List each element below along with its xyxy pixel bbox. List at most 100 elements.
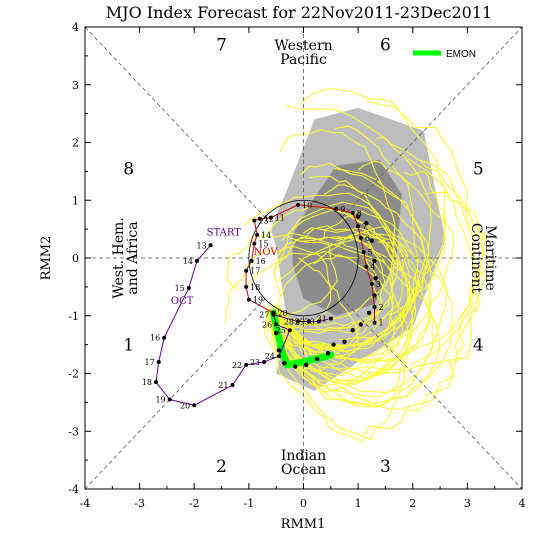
nov-day-label: 14: [261, 231, 271, 240]
nov-day-marker: [246, 297, 251, 302]
x-tick-label: 0: [300, 497, 307, 510]
forecast-mean-dot: [314, 356, 320, 362]
region-bottom-line1: Indian: [281, 448, 326, 464]
oct-day-marker: [262, 359, 267, 364]
forecast-mean-dot: [358, 322, 364, 327]
oct-day-label: 26: [262, 320, 272, 329]
emon-forecast-line: [270, 309, 335, 369]
nov-day-label: 8: [357, 209, 362, 218]
nov-day-label: 5: [368, 248, 373, 257]
oct-day-marker: [194, 258, 199, 263]
oct-day-marker: [296, 319, 301, 324]
nov-day-label: 19: [253, 296, 263, 305]
nov-day-label: 3: [376, 280, 381, 289]
guide-diagonal: [84, 298, 266, 490]
nov-day-marker: [356, 224, 361, 229]
oct-day-label: 28: [284, 318, 294, 327]
oct-day-label: 13: [196, 241, 206, 250]
oct-day-marker: [276, 354, 281, 359]
guide-diagonal: [341, 26, 523, 218]
ensemble-member-line: [279, 137, 487, 374]
oct-day-marker: [167, 397, 172, 402]
ensemble-member-line: [277, 226, 448, 393]
nov-day-label: 4: [370, 263, 375, 272]
oct-day-label: 14: [183, 257, 193, 266]
forecast-mean-dot: [325, 351, 331, 356]
oct-day-marker: [244, 362, 249, 367]
region-right-line2: Continent: [468, 223, 484, 294]
nov-day-marker: [364, 264, 369, 269]
ensemble-member-line: [274, 234, 395, 331]
oct-day-label: 25: [276, 326, 286, 335]
region-top-line1: Western: [274, 38, 332, 54]
x-tick-label: -1: [244, 497, 255, 510]
oct-day-marker: [274, 322, 279, 327]
nov-day-marker: [372, 320, 377, 325]
phase-guide-lines: [84, 26, 523, 490]
region-right-line1: Maritime: [482, 225, 498, 291]
y-tick-label: 1: [72, 194, 79, 207]
oct-day-marker: [154, 380, 159, 385]
region-left-line2: and Africa: [125, 221, 141, 294]
nov-day-marker: [252, 241, 257, 246]
x-tick-label: 4: [519, 497, 526, 510]
y-tick-label: -4: [68, 483, 79, 496]
y-tick-label: 2: [72, 137, 79, 150]
oct-day-label: 23: [250, 358, 260, 367]
nov-day-label: 16: [256, 257, 266, 266]
nov-day-label: 9: [340, 205, 345, 214]
oct-day-marker: [306, 319, 311, 324]
oct-day-marker: [287, 328, 292, 333]
forecast-mean-dot: [273, 330, 279, 336]
oct-day-label: 18: [142, 378, 152, 387]
forecast-mean-dot: [369, 238, 374, 243]
ensemble-member-line: [271, 201, 399, 334]
oct-day-marker: [230, 383, 235, 388]
ensemble-member-line: [272, 162, 426, 348]
forecast-mean-dot: [282, 360, 287, 366]
phase-number-4: 4: [473, 336, 484, 356]
x-axis-label: RMM1: [281, 517, 326, 532]
y-tick-label: -1: [68, 310, 79, 323]
nov-day-marker: [249, 258, 254, 263]
phase-number-1: 1: [123, 336, 134, 356]
nov-day-marker: [296, 202, 301, 207]
nov-day-marker: [244, 284, 249, 289]
forecast-mean-dot: [293, 364, 298, 369]
start-label: START: [207, 227, 242, 238]
y-tick-label: 3: [72, 79, 79, 92]
phase-number-7: 7: [216, 35, 227, 55]
nov-day-label: 2: [379, 303, 384, 312]
oct-day-label: 24: [265, 352, 275, 361]
nov-day-label: 1: [379, 319, 384, 328]
ensemble-member-line: [267, 175, 418, 383]
nov-day-label: 11: [275, 214, 285, 223]
oct-day-label: 22: [232, 361, 242, 370]
nov-day-label: 12: [264, 215, 274, 224]
unit-circle-group: [248, 199, 359, 317]
ensemble-member-line: [277, 236, 386, 334]
forecast-mean-group: [271, 214, 378, 369]
phase-number-6: 6: [380, 35, 391, 55]
forecast-mean-dot: [342, 339, 347, 344]
region-left-line1: West. Hem.: [111, 217, 127, 298]
x-tick-label: 1: [355, 497, 362, 510]
forecast-mean-dot: [331, 342, 336, 347]
nov-day-label: 10: [302, 201, 312, 210]
oct-day-marker: [186, 286, 191, 291]
oct-month-label: OCT: [171, 296, 194, 307]
oct-day-label: 31: [317, 315, 327, 324]
forecast-mean-dot: [350, 327, 355, 333]
nov-day-marker: [255, 232, 260, 237]
phase-number-3: 3: [380, 457, 391, 477]
forecast-mean-dot: [355, 214, 361, 219]
forecast-mean-dot: [304, 362, 309, 368]
ensemble-member-line: [277, 209, 420, 359]
oct-day-label: 20: [180, 401, 190, 410]
nov-day-marker: [257, 216, 262, 221]
region-top-line2: Pacific: [280, 52, 327, 68]
ensemble-member-line: [269, 233, 453, 408]
